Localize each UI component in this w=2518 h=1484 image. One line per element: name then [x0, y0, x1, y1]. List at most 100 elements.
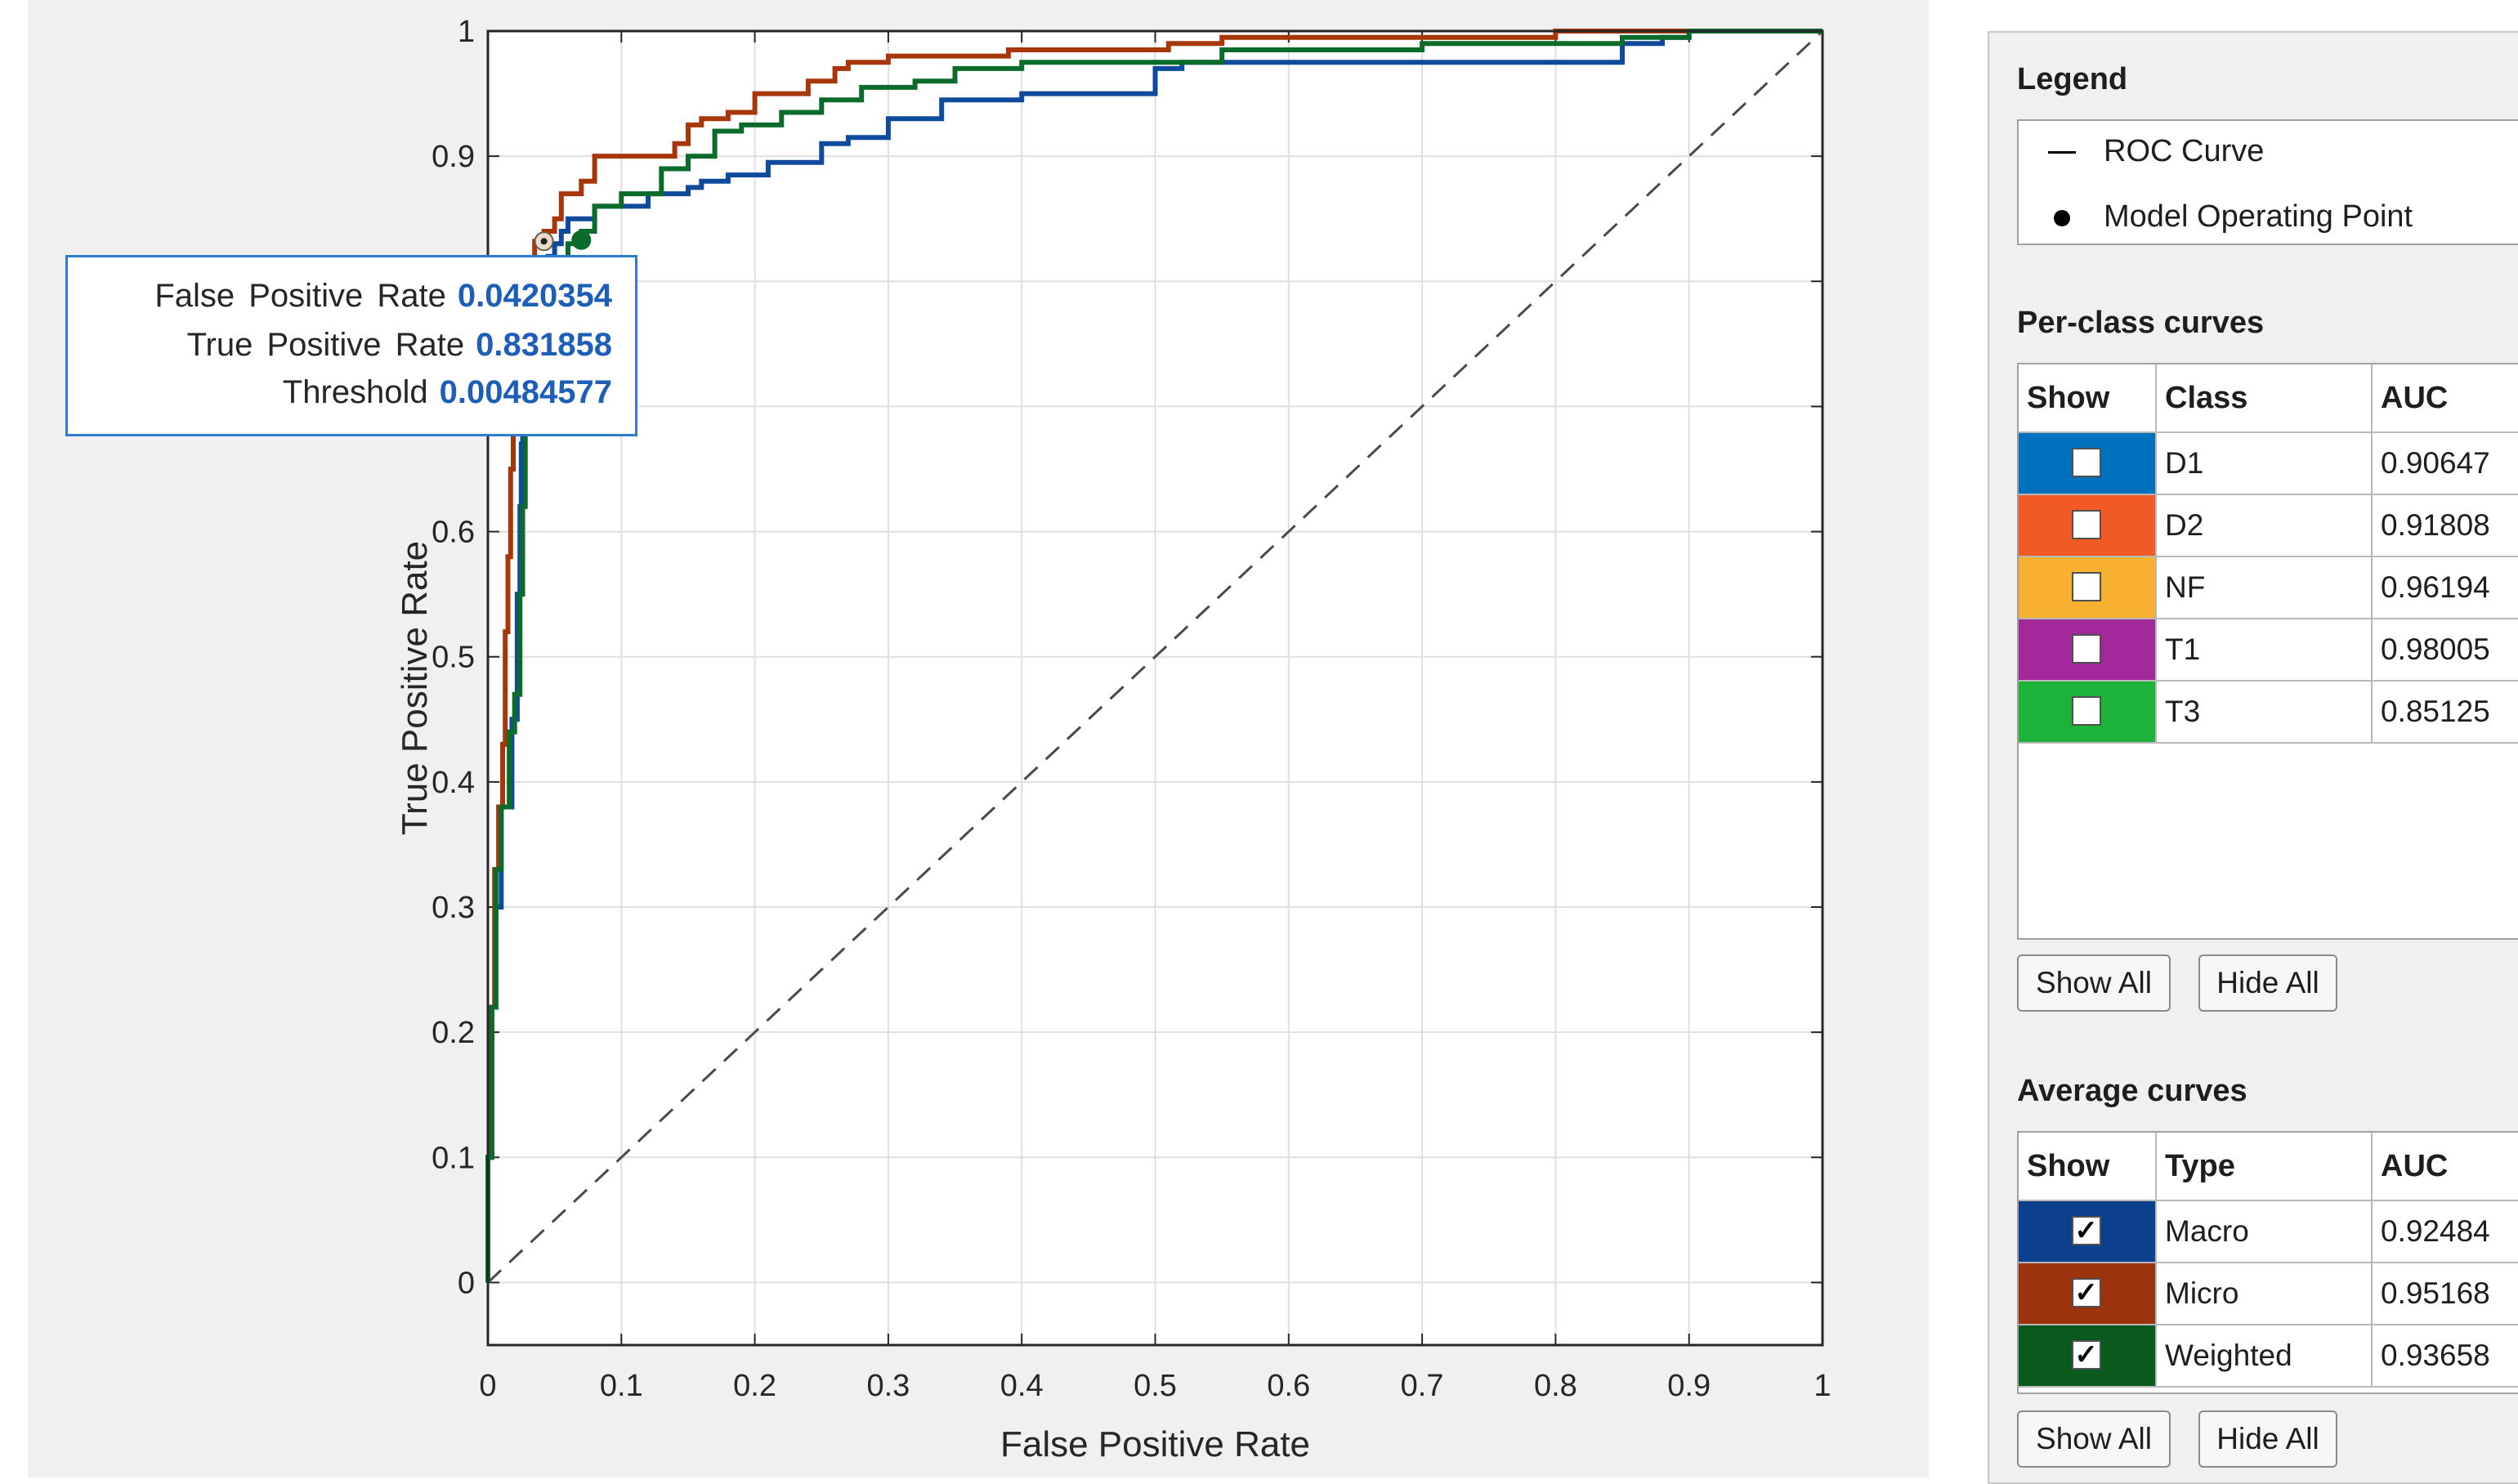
operating-point-weighted[interactable] [571, 230, 592, 250]
legend-box: ROC Curve Model Operating Point [2017, 119, 2518, 245]
roc-curve-weighted[interactable] [485, 29, 1823, 1283]
table-row[interactable]: ✓ Macro 0.92484 [2019, 1200, 2518, 1263]
show-checkbox[interactable]: ✓ [2071, 1339, 2101, 1370]
roc-chart[interactable]: 0 0.1 0.2 0.3 0.4 0.5 0.6 0.7 0.8 0.9 1 0 0.1 0.2 0.3 0… [28, 0, 1929, 1477]
plot-area[interactable]: 0 0.1 0.2 0.3 0.4 0.5 0.6 0.7 0.8 0.9 1 0 0.1 0.2 0.3 0… [28, 0, 1929, 1477]
datatip-fpr-label: False Positive Rate [154, 278, 446, 314]
side-panel: Legend ROC Curve Model Operating Point P… [1988, 31, 2518, 1484]
checkmark-icon: ✓ [2074, 1215, 2098, 1246]
table-row[interactable]: D1 0.90647 [2019, 432, 2518, 495]
show-checkbox[interactable] [2071, 448, 2101, 477]
x-tick-label: 0.7 [1401, 1369, 1444, 1403]
col-header-show[interactable]: Show [2019, 364, 2157, 433]
x-tick-label: 0.8 [1534, 1369, 1577, 1403]
table-header-row: Show Type AUC [2019, 1133, 2518, 1201]
label-cell[interactable]: T3 [2156, 681, 2373, 744]
label-cell[interactable]: Micro [2156, 1263, 2373, 1325]
legend-title: Legend [2017, 62, 2128, 96]
color-swatch-cell[interactable] [2019, 681, 2157, 744]
col-header-class[interactable]: Class [2156, 364, 2373, 433]
table-row[interactable]: ✓ Micro 0.95168 [2019, 1263, 2518, 1325]
checkmark-icon: ✓ [2074, 1339, 2098, 1370]
auc-cell[interactable]: 0.98005 [2372, 619, 2518, 682]
diagonal-reference-line [486, 29, 1824, 1284]
show-checkbox[interactable] [2071, 696, 2101, 726]
col-header-type[interactable]: Type [2156, 1133, 2373, 1201]
datatip-threshold-value: 0.00484577 [439, 374, 612, 410]
table-row[interactable]: D2 0.91808 [2019, 494, 2518, 557]
table-header-row: Show Class AUC [2019, 364, 2518, 433]
datatip-threshold-label: Threshold [282, 374, 428, 410]
col-header-auc[interactable]: AUC [2372, 364, 2518, 433]
table-row[interactable]: ✓ Weighted 0.93658 [2019, 1325, 2518, 1388]
auc-cell[interactable]: 0.95168 [2372, 1263, 2518, 1325]
x-tick-label: 0 [479, 1369, 496, 1403]
auc-cell[interactable]: 0.93658 [2372, 1325, 2518, 1388]
datatip-tpr-row: True Positive Rate 0.831858 [187, 324, 612, 365]
show-checkbox[interactable]: ✓ [2071, 1215, 2101, 1246]
y-tick-label: 0.9 [432, 140, 475, 174]
auc-cell[interactable]: 0.96194 [2372, 556, 2518, 619]
legend-item-roc-curve: ROC Curve [2048, 131, 2264, 172]
y-tick-label: 0.6 [432, 516, 475, 550]
x-tick-label: 0.4 [1000, 1369, 1044, 1403]
col-header-show[interactable]: Show [2019, 1133, 2157, 1201]
x-tick-label: 0.9 [1667, 1369, 1711, 1403]
auc-cell[interactable]: 0.85125 [2372, 681, 2518, 744]
label-cell[interactable]: T1 [2156, 619, 2373, 682]
show-checkbox[interactable] [2071, 572, 2101, 601]
checkmark-icon: ✓ [2074, 1277, 2098, 1308]
table-row[interactable]: T1 0.98005 [2019, 619, 2518, 682]
legend-item-operating-point: Model Operating Point [2048, 196, 2413, 237]
operating-point-center [540, 238, 548, 245]
color-swatch-cell[interactable] [2019, 556, 2157, 619]
average-curves-table[interactable]: Show Type AUC ✓ Macro 0.92484 ✓ Micro 0.95168… [2017, 1131, 2518, 1394]
label-cell[interactable]: Macro [2156, 1200, 2373, 1263]
label-cell[interactable]: Weighted [2156, 1325, 2373, 1388]
x-axis-title: False Positive Rate [1000, 1424, 1310, 1464]
color-swatch-cell[interactable] [2019, 494, 2157, 557]
datatip-fpr-row: False Positive Rate 0.0420354 [154, 275, 612, 316]
y-tick-label: 0.5 [432, 641, 475, 675]
dot-icon [2054, 209, 2070, 226]
data-tip[interactable]: False Positive Rate 0.0420354 True Positi… [65, 255, 637, 436]
color-swatch-cell[interactable]: ✓ [2019, 1200, 2157, 1263]
y-tick-label: 0.4 [432, 766, 475, 800]
table-row[interactable]: T3 0.85125 [2019, 681, 2518, 744]
show-checkbox[interactable] [2071, 510, 2101, 539]
y-tick-label: 0.3 [432, 891, 475, 925]
x-tick-label: 1 [1814, 1369, 1831, 1403]
auc-cell[interactable]: 0.92484 [2372, 1200, 2518, 1263]
y-tick-label: 0.1 [432, 1141, 475, 1175]
color-swatch-cell[interactable]: ✓ [2019, 1263, 2157, 1325]
y-tick-label: 0 [458, 1266, 475, 1300]
col-header-auc[interactable]: AUC [2372, 1133, 2518, 1201]
datatip-tpr-label: True Positive Rate [186, 327, 465, 363]
color-swatch-cell[interactable] [2019, 432, 2157, 495]
per-class-title: Per-class curves [2017, 306, 2265, 340]
auc-cell[interactable]: 0.90647 [2372, 432, 2518, 495]
average-curves-title: Average curves [2017, 1074, 2247, 1108]
datatip-fpr-value: 0.0420354 [457, 278, 612, 314]
label-cell[interactable]: D1 [2156, 432, 2373, 495]
y-axis-title: True Positive Rate [395, 541, 435, 835]
show-checkbox[interactable]: ✓ [2071, 1277, 2101, 1308]
label-cell[interactable]: D2 [2156, 494, 2373, 557]
average-show-all-button[interactable]: Show All [2017, 1410, 2171, 1468]
per-class-hide-all-button[interactable]: Hide All [2198, 954, 2337, 1012]
x-tick-label: 0.6 [1267, 1369, 1310, 1403]
auc-cell[interactable]: 0.91808 [2372, 494, 2518, 557]
table-row[interactable]: NF 0.96194 [2019, 556, 2518, 619]
x-tick-label: 0.1 [600, 1369, 643, 1403]
per-class-table[interactable]: Show Class AUC D1 0.90647 D2 0.91808 NF 0.961… [2017, 363, 2518, 940]
show-checkbox[interactable] [2071, 634, 2101, 664]
datatip-tpr-value: 0.831858 [476, 327, 612, 363]
per-class-show-all-button[interactable]: Show All [2017, 954, 2171, 1012]
average-hide-all-button[interactable]: Hide All [2198, 1410, 2337, 1468]
roc-curve-micro[interactable] [485, 29, 1823, 1283]
line-icon [2048, 151, 2076, 154]
color-swatch-cell[interactable] [2019, 619, 2157, 682]
label-cell[interactable]: NF [2156, 556, 2373, 619]
y-tick-label: 1 [458, 15, 475, 49]
color-swatch-cell[interactable]: ✓ [2019, 1325, 2157, 1388]
